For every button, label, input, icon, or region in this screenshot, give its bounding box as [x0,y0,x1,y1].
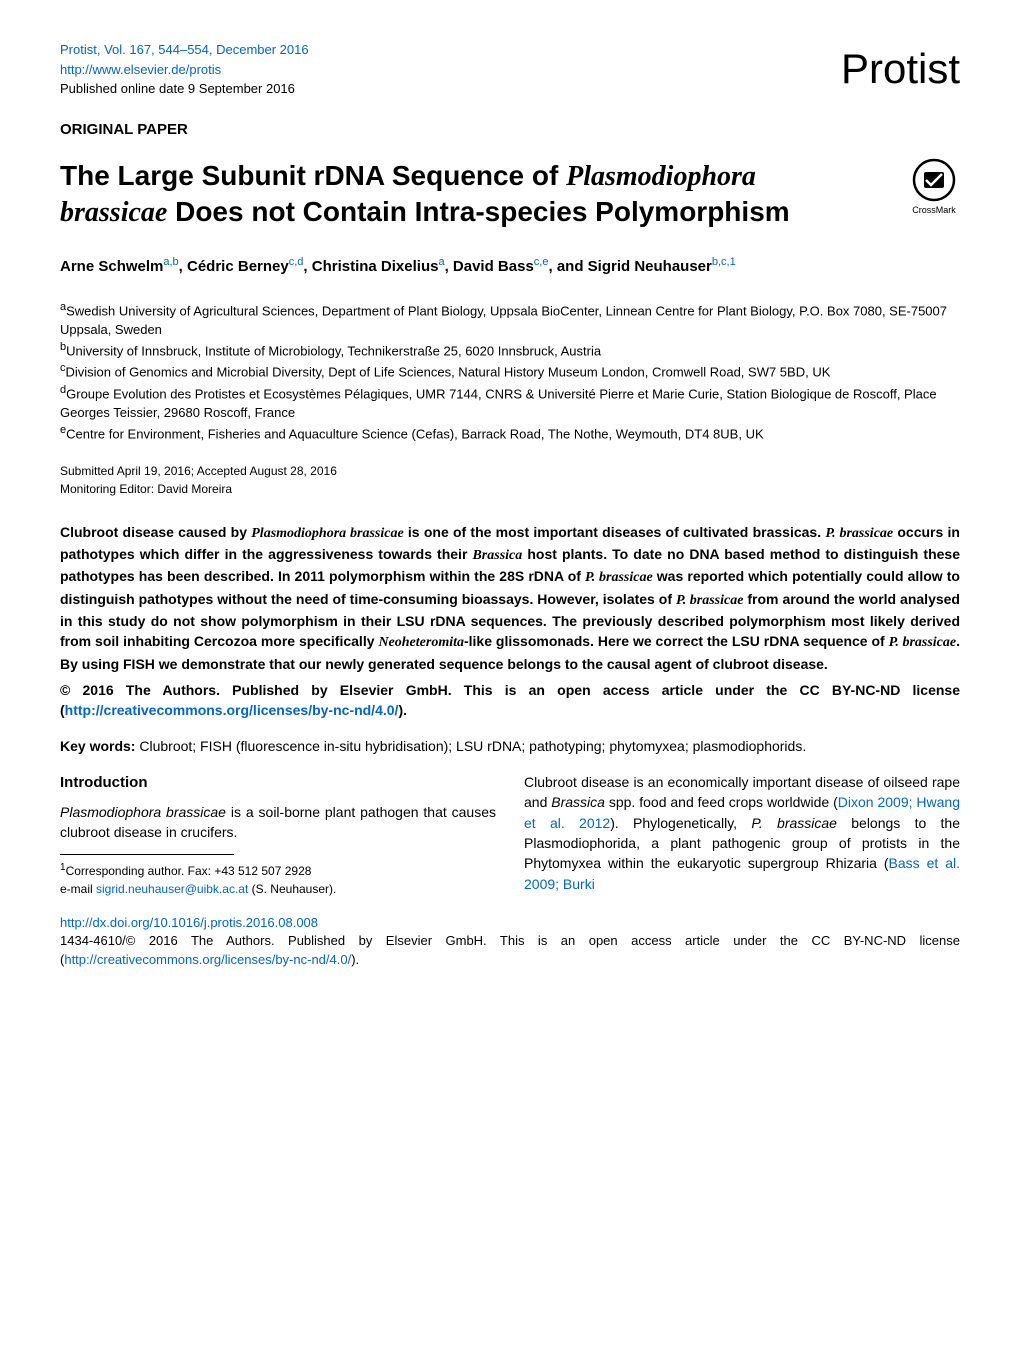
intro-heading: Introduction [60,772,496,794]
keywords-label: Key words: [60,738,139,754]
intro-para: Plasmodiophora brassicae is a soil-borne… [60,802,496,843]
intro-species: Plasmodiophora brassicae [60,804,226,820]
dates-block: Submitted April 19, 2016; Accepted Augus… [60,462,960,498]
affiliation-item: eCentre for Environment, Fisheries and A… [60,423,960,444]
affiliation-item: cDivision of Genomics and Microbial Dive… [60,361,960,382]
affiliation-item: bUniversity of Innsbruck, Institute of M… [60,340,960,361]
left-column: Introduction Plasmodiophora brassicae is… [60,772,496,898]
doi-link[interactable]: http://dx.doi.org/10.1016/j.protis.2016.… [60,915,318,930]
page-header: Protist, Vol. 167, 544–554, December 201… [60,40,960,99]
authors-list: Arne Schwelma,b, Cédric Berneyc,d, Chris… [60,254,960,279]
abs-i2: P. brassicae [825,526,893,541]
citation-block: Protist, Vol. 167, 544–554, December 201… [60,40,309,99]
copyright-text-b: ). [351,952,359,967]
keywords-block: Key words: Clubroot; FISH (fluorescence … [60,737,960,757]
title-part-1: The Large Subunit rDNA Sequence of [60,160,566,191]
abs-i5: P. brassicae [676,593,743,608]
right-para: Clubroot disease is an economically impo… [524,772,960,894]
corr-line2a: e-mail [60,882,96,896]
keywords-text: Clubroot; FISH (fluorescence in-situ hyb… [139,738,806,754]
crossmark-badge[interactable]: CrossMark [908,158,960,217]
paper-type-label: ORIGINAL PAPER [60,119,960,140]
affiliation-item: aSwedish University of Agricultural Scie… [60,300,960,340]
journal-url[interactable]: http://www.elsevier.de/protis [60,62,221,77]
license-text: © 2016 The Authors. Published by Elsevie… [60,680,960,721]
right-column: Clubroot disease is an economically impo… [524,772,960,898]
affiliation-item: dGroupe Evolution des Protistes et Ecosy… [60,383,960,423]
pubdate-line: Published online date 9 September 2016 [60,81,295,96]
copyright-link[interactable]: http://creativecommons.org/licenses/by-n… [64,952,351,967]
abs-p1: Clubroot disease caused by [60,524,251,540]
abstract-text: Clubroot disease caused by Plasmodiophor… [60,522,960,674]
abs-i4: P. brassicae [585,570,653,585]
corr-line1: Corresponding author. Fax: +43 512 507 2… [66,864,312,878]
corr-line2b: (S. Neuhauser). [248,882,336,896]
article-title: The Large Subunit rDNA Sequence of Plasm… [60,158,800,230]
corresponding-author: 1Corresponding author. Fax: +43 512 507 … [60,861,496,898]
footnote-divider [60,854,234,855]
crossmark-label: CrossMark [908,204,960,217]
body-columns: Introduction Plasmodiophora brassicae is… [60,772,960,898]
abs-i6: Neoheteromita [378,635,464,650]
crossmark-icon [912,158,956,202]
r-p2: spp. food and feed crops worldwide ( [605,794,838,810]
abs-i3: Brassica [472,548,522,563]
abs-i7: P. brassicae [889,635,956,650]
abs-p2: is one of the most important diseases of… [404,524,826,540]
license-close: ). [398,702,407,718]
title-row: The Large Subunit rDNA Sequence of Plasm… [60,158,960,230]
journal-logo: Protist [841,40,960,99]
submitted-line: Submitted April 19, 2016; Accepted Augus… [60,464,337,478]
affiliations-list: aSwedish University of Agricultural Scie… [60,300,960,444]
corr-email[interactable]: sigrid.neuhauser@uibk.ac.at [96,882,248,896]
license-link[interactable]: http://creativecommons.org/licenses/by-n… [65,702,399,718]
abs-p7: -like glissomonads. Here we correct the … [464,633,889,649]
citation-line: Protist, Vol. 167, 544–554, December 201… [60,42,309,57]
doi-line: http://dx.doi.org/10.1016/j.protis.2016.… [60,914,960,932]
r-i2: P. brassicae [751,815,837,831]
title-part-2: Does not Contain Intra-species Polymorph… [167,196,789,227]
copyright-footer: 1434-4610/© 2016 The Authors. Published … [60,932,960,968]
r-p3: ). Phylogenetically, [610,815,751,831]
r-i1: Brassica [551,794,605,810]
editor-line: Monitoring Editor: David Moreira [60,482,232,496]
abs-i1: Plasmodiophora brassicae [251,526,403,541]
